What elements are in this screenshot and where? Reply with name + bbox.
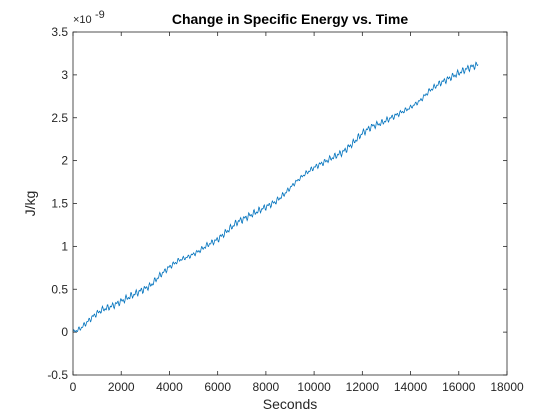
series-group xyxy=(72,61,479,333)
x-tick-label: 0 xyxy=(70,380,77,394)
x-axis-label: Seconds xyxy=(263,396,317,412)
y-exponent-base: ×10 xyxy=(73,14,92,26)
y-axis-ticks: -0.5 0 0.5 1 1.5 2 2.5 3 3.5 xyxy=(47,25,507,382)
y-tick-label: -0.5 xyxy=(47,368,68,382)
y-exponent-power: -9 xyxy=(95,9,105,21)
y-axis-label: J/kg xyxy=(22,191,38,217)
x-tick-label: 6000 xyxy=(204,380,231,394)
chart-title: Change in Specific Energy vs. Time xyxy=(172,11,408,27)
y-tick-label: 2 xyxy=(61,154,68,168)
y-tick-label: 1 xyxy=(61,239,68,253)
x-tick-label: 4000 xyxy=(156,380,183,394)
y-tick-label: 2.5 xyxy=(51,111,68,125)
x-tick-label: 14000 xyxy=(394,380,428,394)
x-tick-label: 10000 xyxy=(297,380,331,394)
y-tick-label: 1.5 xyxy=(51,197,68,211)
x-tick-label: 2000 xyxy=(108,380,135,394)
x-tick-label: 18000 xyxy=(490,380,524,394)
x-axis-ticks: 0 2000 4000 6000 8000 10000 12000 14000 16000 180… xyxy=(70,32,524,394)
y-tick-label: 3.5 xyxy=(51,25,68,39)
plot-area xyxy=(73,32,507,375)
y-tick-label: 3 xyxy=(61,68,68,82)
y-tick-label: 0 xyxy=(61,325,68,339)
x-tick-label: 8000 xyxy=(253,380,280,394)
x-tick-label: 12000 xyxy=(346,380,380,394)
plot-frame xyxy=(72,31,508,376)
series-line xyxy=(72,61,479,333)
x-tick-label: 16000 xyxy=(442,380,476,394)
y-tick-label: 0.5 xyxy=(51,282,68,296)
